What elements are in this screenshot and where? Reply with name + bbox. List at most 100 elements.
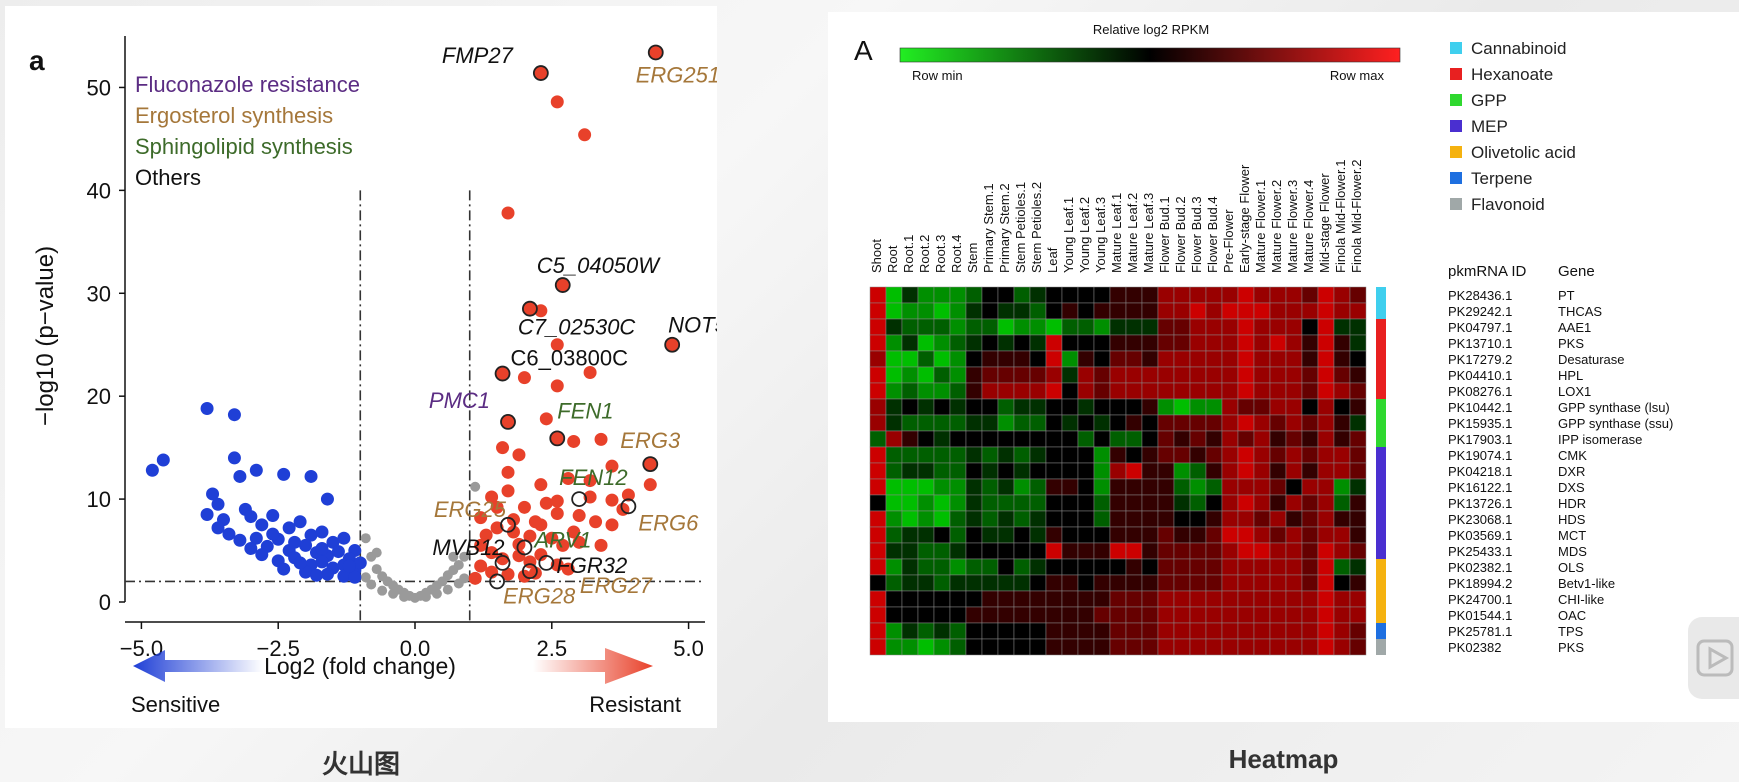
heatmap-cell <box>981 590 999 608</box>
sensitive-point <box>233 533 247 547</box>
point-label: C5_04050W <box>537 253 662 278</box>
heatmap-cell <box>1173 414 1191 432</box>
heatmap-cell <box>1013 398 1031 416</box>
resistant-point <box>567 525 581 539</box>
heatmap-cell <box>901 462 919 480</box>
heatmap-cell <box>1173 542 1191 560</box>
row-id-label: PK16122.1 <box>1448 480 1512 495</box>
heatmap-cell <box>917 318 935 336</box>
heatmap-cell <box>1157 542 1175 560</box>
heatmap-cell <box>1205 574 1223 592</box>
heatmap-cell <box>1317 574 1335 592</box>
y-tick-label: 30 <box>87 281 111 306</box>
resistant-point <box>496 441 510 455</box>
heatmap-cell <box>1045 414 1063 432</box>
heatmap-cell <box>917 622 935 640</box>
heatmap-cell <box>1141 446 1159 464</box>
sensitive-point <box>233 469 247 483</box>
heatmap-cell <box>1029 334 1047 352</box>
x-tick-label: −2.5 <box>256 636 299 661</box>
heatmap-cell <box>1013 462 1031 480</box>
point-label: FEN1 <box>557 398 613 423</box>
row-id-label: PK25433.1 <box>1448 544 1512 559</box>
heatmap-cell <box>885 334 903 352</box>
neutral-point <box>399 591 410 602</box>
heatmap-cell <box>1045 318 1063 336</box>
heatmap-cell <box>997 366 1015 384</box>
heatmap-cell <box>1061 590 1079 608</box>
heatmap-cell <box>965 462 983 480</box>
heatmap-cell <box>949 414 967 432</box>
heatmap-cell <box>1109 414 1127 432</box>
heatmap-cell <box>1237 414 1255 432</box>
heatmap-cell <box>1077 558 1095 576</box>
heatmap-cell <box>1285 526 1303 544</box>
heatmap-cell <box>1301 414 1319 432</box>
heatmap-cell <box>1189 414 1207 432</box>
heatmap-cell <box>1125 510 1143 528</box>
heatmap-cell <box>965 478 983 496</box>
heatmap-cell <box>1045 398 1063 416</box>
heatmap-cell <box>965 446 983 464</box>
heatmap-cell <box>1013 606 1031 624</box>
heatmap-cell <box>1269 414 1287 432</box>
heatmap-cell <box>1333 510 1351 528</box>
heatmap-cell <box>1157 334 1175 352</box>
heatmap-cell <box>1269 286 1287 304</box>
heatmap-cell <box>965 350 983 368</box>
heatmap-cell <box>1237 526 1255 544</box>
sensitive-point <box>293 556 307 570</box>
pathway-bar-segment <box>1376 431 1386 447</box>
heatmap-cell <box>1061 622 1079 640</box>
heatmap-cell <box>1285 510 1303 528</box>
heatmap-cell <box>917 510 935 528</box>
heatmap-cell <box>949 558 967 576</box>
row-id-label: PK19074.1 <box>1448 448 1512 463</box>
heatmap-cell <box>1221 382 1239 400</box>
neutral-point <box>442 584 453 595</box>
sensitive-arrow-icon <box>133 650 263 682</box>
row-gene-label: GPP synthase (ssu) <box>1558 416 1673 431</box>
sensitive-point <box>342 559 356 573</box>
play-widget[interactable] <box>1688 617 1739 699</box>
heatmap-cell <box>1317 606 1335 624</box>
heatmap-cell <box>1205 542 1223 560</box>
point-label: MVB12 <box>432 535 504 560</box>
heatmap-cell <box>1093 526 1111 544</box>
heatmap-cell <box>1253 574 1271 592</box>
heatmap-cell <box>1093 494 1111 512</box>
heatmap-cell <box>1045 606 1063 624</box>
heatmap-cell <box>933 590 951 608</box>
heatmap-cell <box>997 638 1015 656</box>
heatmap-cell <box>1317 414 1335 432</box>
neutral-point <box>459 551 470 562</box>
highlighted-point <box>647 44 664 61</box>
heatmap-cell <box>1285 478 1303 496</box>
heatmap-cell <box>1029 494 1047 512</box>
heatmap-cell <box>1077 398 1095 416</box>
pathway-bar-segment <box>1376 495 1386 511</box>
heatmap-cell <box>981 334 999 352</box>
heatmap-cell <box>1141 478 1159 496</box>
heatmap-cell <box>949 398 967 416</box>
pathway-legend: Cannabinoid Hexanoate GPP MEP Olivetolic aci… <box>1450 39 1576 214</box>
heatmap-cell <box>1221 318 1239 336</box>
heatmap-cell <box>1173 366 1191 384</box>
sensitive-point <box>244 541 258 555</box>
sensitive-point <box>315 555 329 569</box>
heatmap-cell <box>1157 622 1175 640</box>
heatmap-cell <box>1333 622 1351 640</box>
heatmap-cell <box>1061 430 1079 448</box>
point-label: ERG27 <box>580 573 653 598</box>
heatmap-cell <box>1301 286 1319 304</box>
heatmap-cell <box>1109 350 1127 368</box>
play-icon[interactable] <box>1688 617 1739 699</box>
heatmap-cell <box>1109 462 1127 480</box>
point-label: FEN12 <box>559 465 627 490</box>
heatmap-cell <box>997 350 1015 368</box>
heatmap-cell <box>1253 510 1271 528</box>
heatmap-cell <box>1221 286 1239 304</box>
resistant-point <box>589 515 603 529</box>
heatmap-cell <box>901 574 919 592</box>
heatmap-cell <box>981 350 999 368</box>
